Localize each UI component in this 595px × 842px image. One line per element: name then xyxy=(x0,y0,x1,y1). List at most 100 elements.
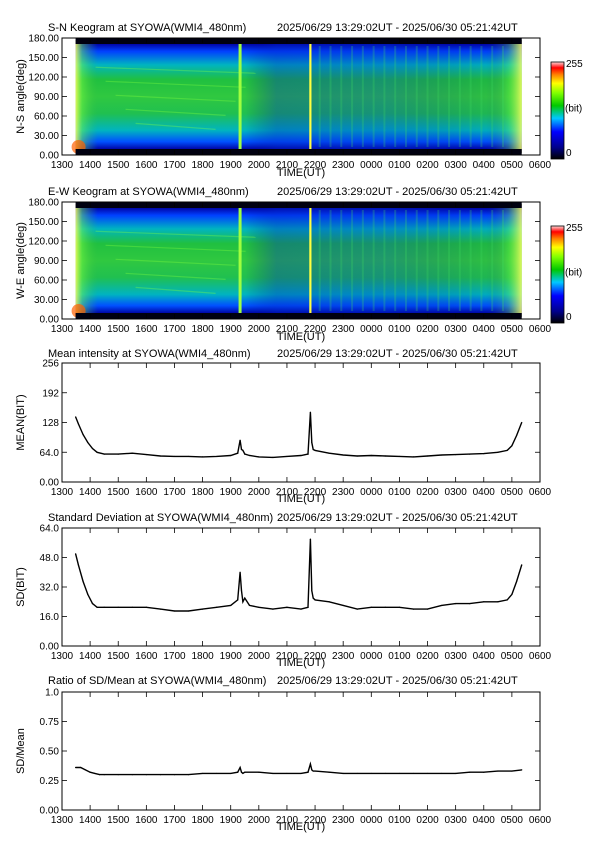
y-tick-label: 1.0 xyxy=(45,688,59,699)
x-tick-label: 2300 xyxy=(332,324,355,335)
data-point xyxy=(187,774,190,776)
y-axis-label: W-E angle(deg) xyxy=(15,222,27,299)
y-tick-label: 192 xyxy=(42,388,59,399)
x-tick-label: 1800 xyxy=(191,651,214,662)
x-tick-label: 0100 xyxy=(388,815,411,826)
data-point xyxy=(131,774,133,776)
data-point xyxy=(506,599,508,601)
data-point xyxy=(309,763,311,765)
data-point xyxy=(515,434,518,437)
data-point xyxy=(440,772,443,775)
y-tick-label: 30.00 xyxy=(34,295,59,306)
data-point xyxy=(342,604,344,607)
data-point xyxy=(300,454,302,457)
keogram-streak xyxy=(95,66,256,74)
x-tick-label: 2000 xyxy=(248,487,271,498)
keogram-streak xyxy=(135,286,216,295)
x-tick-label: 1700 xyxy=(163,487,186,498)
data-point xyxy=(312,448,314,451)
x-tick-label: 1900 xyxy=(220,324,243,335)
x-tick-label: 2300 xyxy=(332,160,355,171)
keogram-edge-top xyxy=(75,202,522,208)
x-tick-label: 1900 xyxy=(220,160,243,171)
data-point xyxy=(398,772,401,775)
data-point xyxy=(258,456,260,458)
data-point xyxy=(342,772,344,775)
x-tick-label: 2200 xyxy=(304,160,327,171)
data-point xyxy=(286,455,288,458)
x-tick-label: 2100 xyxy=(276,160,299,171)
data-point xyxy=(511,593,513,595)
x-tick-label: 2200 xyxy=(304,487,327,498)
keogram-shading xyxy=(75,40,522,153)
data-point xyxy=(74,416,77,418)
data-point xyxy=(511,770,513,772)
data-point xyxy=(239,766,241,769)
data-point xyxy=(370,454,372,457)
data-point xyxy=(82,580,84,583)
data-point xyxy=(98,774,101,776)
data-point xyxy=(77,564,80,566)
x-tick-label: 0600 xyxy=(529,160,552,171)
data-point xyxy=(370,772,372,775)
x-axis-label: TIME(UT) xyxy=(277,657,325,669)
data-point xyxy=(497,601,499,603)
data-point xyxy=(89,771,91,773)
data-point xyxy=(242,601,244,603)
x-tick-label: 2300 xyxy=(332,487,355,498)
data-point xyxy=(74,766,77,769)
keogram-streak xyxy=(125,108,226,116)
data-point xyxy=(286,606,288,608)
series-line xyxy=(74,539,523,612)
x-tick-label: 2000 xyxy=(248,815,271,826)
y-axis-label: MEAN(BIT) xyxy=(15,394,27,450)
panel-title: E-W Keogram at SYOWA(WMI4_480nm) xyxy=(48,186,249,198)
x-tick-label: 0600 xyxy=(529,324,552,335)
keogram-edge-top xyxy=(75,38,522,44)
x-tick-label: 2200 xyxy=(304,651,327,662)
x-tick-label: 1700 xyxy=(163,324,186,335)
colorbar-unit-label: (bit) xyxy=(565,268,582,279)
data-point xyxy=(483,453,485,455)
x-tick-label: 2100 xyxy=(276,815,299,826)
y-tick-label: 256 xyxy=(42,359,59,370)
keogram-edge-bottom xyxy=(75,149,522,155)
data-point xyxy=(216,606,218,608)
data-point xyxy=(307,771,309,773)
x-tick-label: 0400 xyxy=(473,487,496,498)
data-point xyxy=(272,608,274,610)
x-tick-label: 1400 xyxy=(79,651,102,662)
data-point xyxy=(311,590,313,592)
data-point xyxy=(117,453,119,455)
x-tick-label: 1300 xyxy=(51,160,74,171)
x-tick-label: 2100 xyxy=(276,487,299,498)
x-tick-label: 2000 xyxy=(248,324,271,335)
data-point xyxy=(117,774,119,776)
data-point xyxy=(412,772,415,775)
x-tick-label: 1400 xyxy=(79,160,102,171)
plot-area xyxy=(62,528,540,646)
data-point xyxy=(506,449,508,451)
colorbar-max-label: 255 xyxy=(566,223,583,234)
data-point xyxy=(237,771,239,773)
data-point xyxy=(173,610,176,612)
data-point xyxy=(87,593,89,595)
x-tick-label: 1800 xyxy=(191,487,214,498)
y-axis-label: N-S angle(deg) xyxy=(15,59,27,134)
panel-2: E-W Keogram at SYOWA(WMI4_480nm) 2025/06/… xyxy=(15,186,583,343)
colorbar xyxy=(550,225,565,324)
data-point xyxy=(455,602,457,605)
data-point xyxy=(216,455,218,458)
data-point xyxy=(94,772,96,775)
y-tick-label: 0.00 xyxy=(40,315,60,326)
panel-4: Standard Deviation at SYOWA(WMI4_480nm) 2… xyxy=(15,512,552,669)
keogram-streak xyxy=(105,80,246,88)
data-point xyxy=(103,606,105,608)
x-axis-label: TIME(UT) xyxy=(277,167,325,179)
x-tick-label: 1400 xyxy=(79,324,102,335)
data-point xyxy=(248,454,251,457)
time-range-text: 2025/06/29 13:29:02UT - 2025/06/30 05:21… xyxy=(277,22,518,34)
data-point xyxy=(272,456,274,458)
data-point xyxy=(242,772,244,775)
